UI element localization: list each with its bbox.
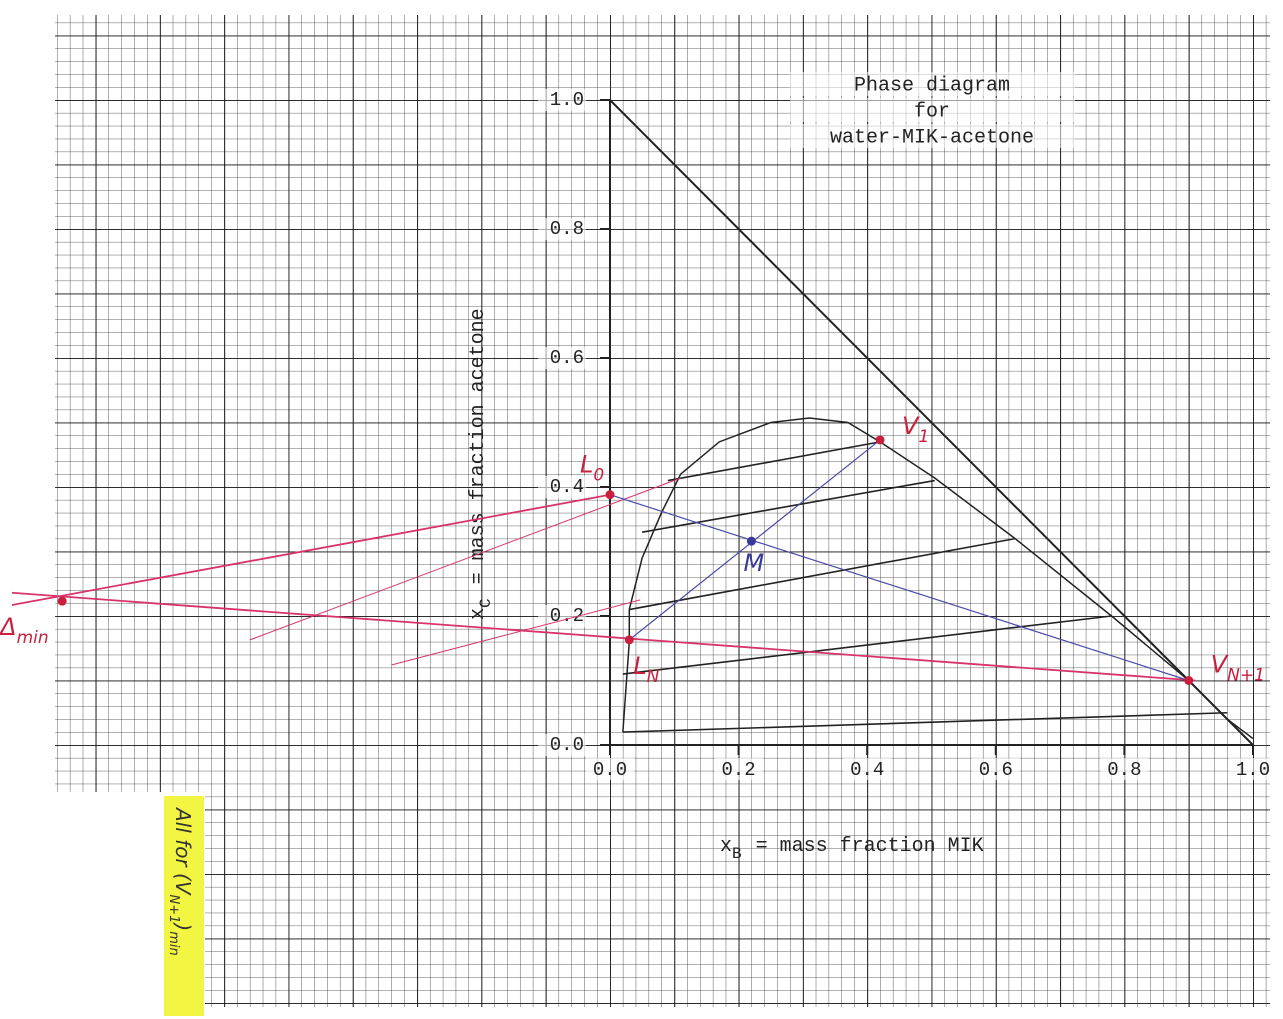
y-tick-label: 0.6 [550, 347, 584, 369]
label-text: = mass fraction MIK [756, 835, 984, 858]
state-point [625, 635, 634, 644]
x-tick-label: 0.4 [850, 759, 884, 781]
symbol: Δ [0, 613, 17, 641]
symbol: L [633, 652, 646, 680]
subscript: 1 [918, 427, 929, 447]
x-tick-label: 0.8 [1107, 759, 1141, 781]
x-tick-label: 0.0 [593, 759, 627, 781]
note-part: min [166, 931, 181, 956]
state-point [58, 597, 67, 606]
note-part: N+1 [166, 895, 181, 924]
chart-title: water-MIK-acetone [830, 126, 1034, 149]
x-tick-label: 0.2 [721, 759, 755, 781]
label-text: = mass fraction acetone [467, 308, 490, 584]
graph-paper: 0.00.20.40.60.81.00.00.20.40.60.81.0Phas… [0, 0, 1283, 1019]
state-point [1184, 676, 1193, 685]
y-tick-label: 0.4 [550, 476, 584, 498]
symbol: x [467, 608, 490, 620]
subscript: N [647, 667, 660, 687]
state-point [876, 435, 885, 444]
point-label: Δmin [0, 613, 49, 648]
grid-major [205, 792, 1270, 1007]
subscript: min [17, 628, 49, 648]
state-point [747, 537, 756, 546]
y-tick-label: 1.0 [550, 89, 584, 111]
symbol: L [580, 451, 593, 479]
symbol: V [902, 412, 920, 440]
symbol: M [743, 549, 764, 577]
symbol: x [720, 835, 732, 858]
subscript: C [477, 598, 495, 608]
x-tick-label: 0.6 [979, 759, 1013, 781]
grid-major [55, 15, 1270, 792]
y-tick-label: 0.0 [550, 734, 584, 756]
y-tick-label: 0.8 [550, 218, 584, 240]
point-label: M [743, 549, 764, 577]
chart-title: for [914, 100, 950, 123]
subscript: N+1 [1227, 666, 1265, 686]
chart-title: Phase diagram [854, 74, 1010, 97]
symbol: V [1211, 651, 1229, 679]
note-part: All for (V [171, 806, 195, 896]
x-tick-label: 1.0 [1236, 759, 1270, 781]
state-point [606, 490, 615, 499]
subscript: B [732, 845, 742, 863]
note-part: ) [171, 921, 195, 931]
subscript: 0 [593, 466, 604, 486]
